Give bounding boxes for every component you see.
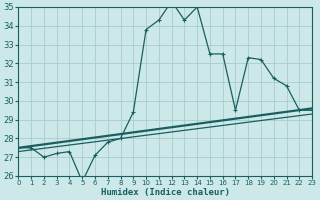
X-axis label: Humidex (Indice chaleur): Humidex (Indice chaleur) (101, 188, 230, 197)
